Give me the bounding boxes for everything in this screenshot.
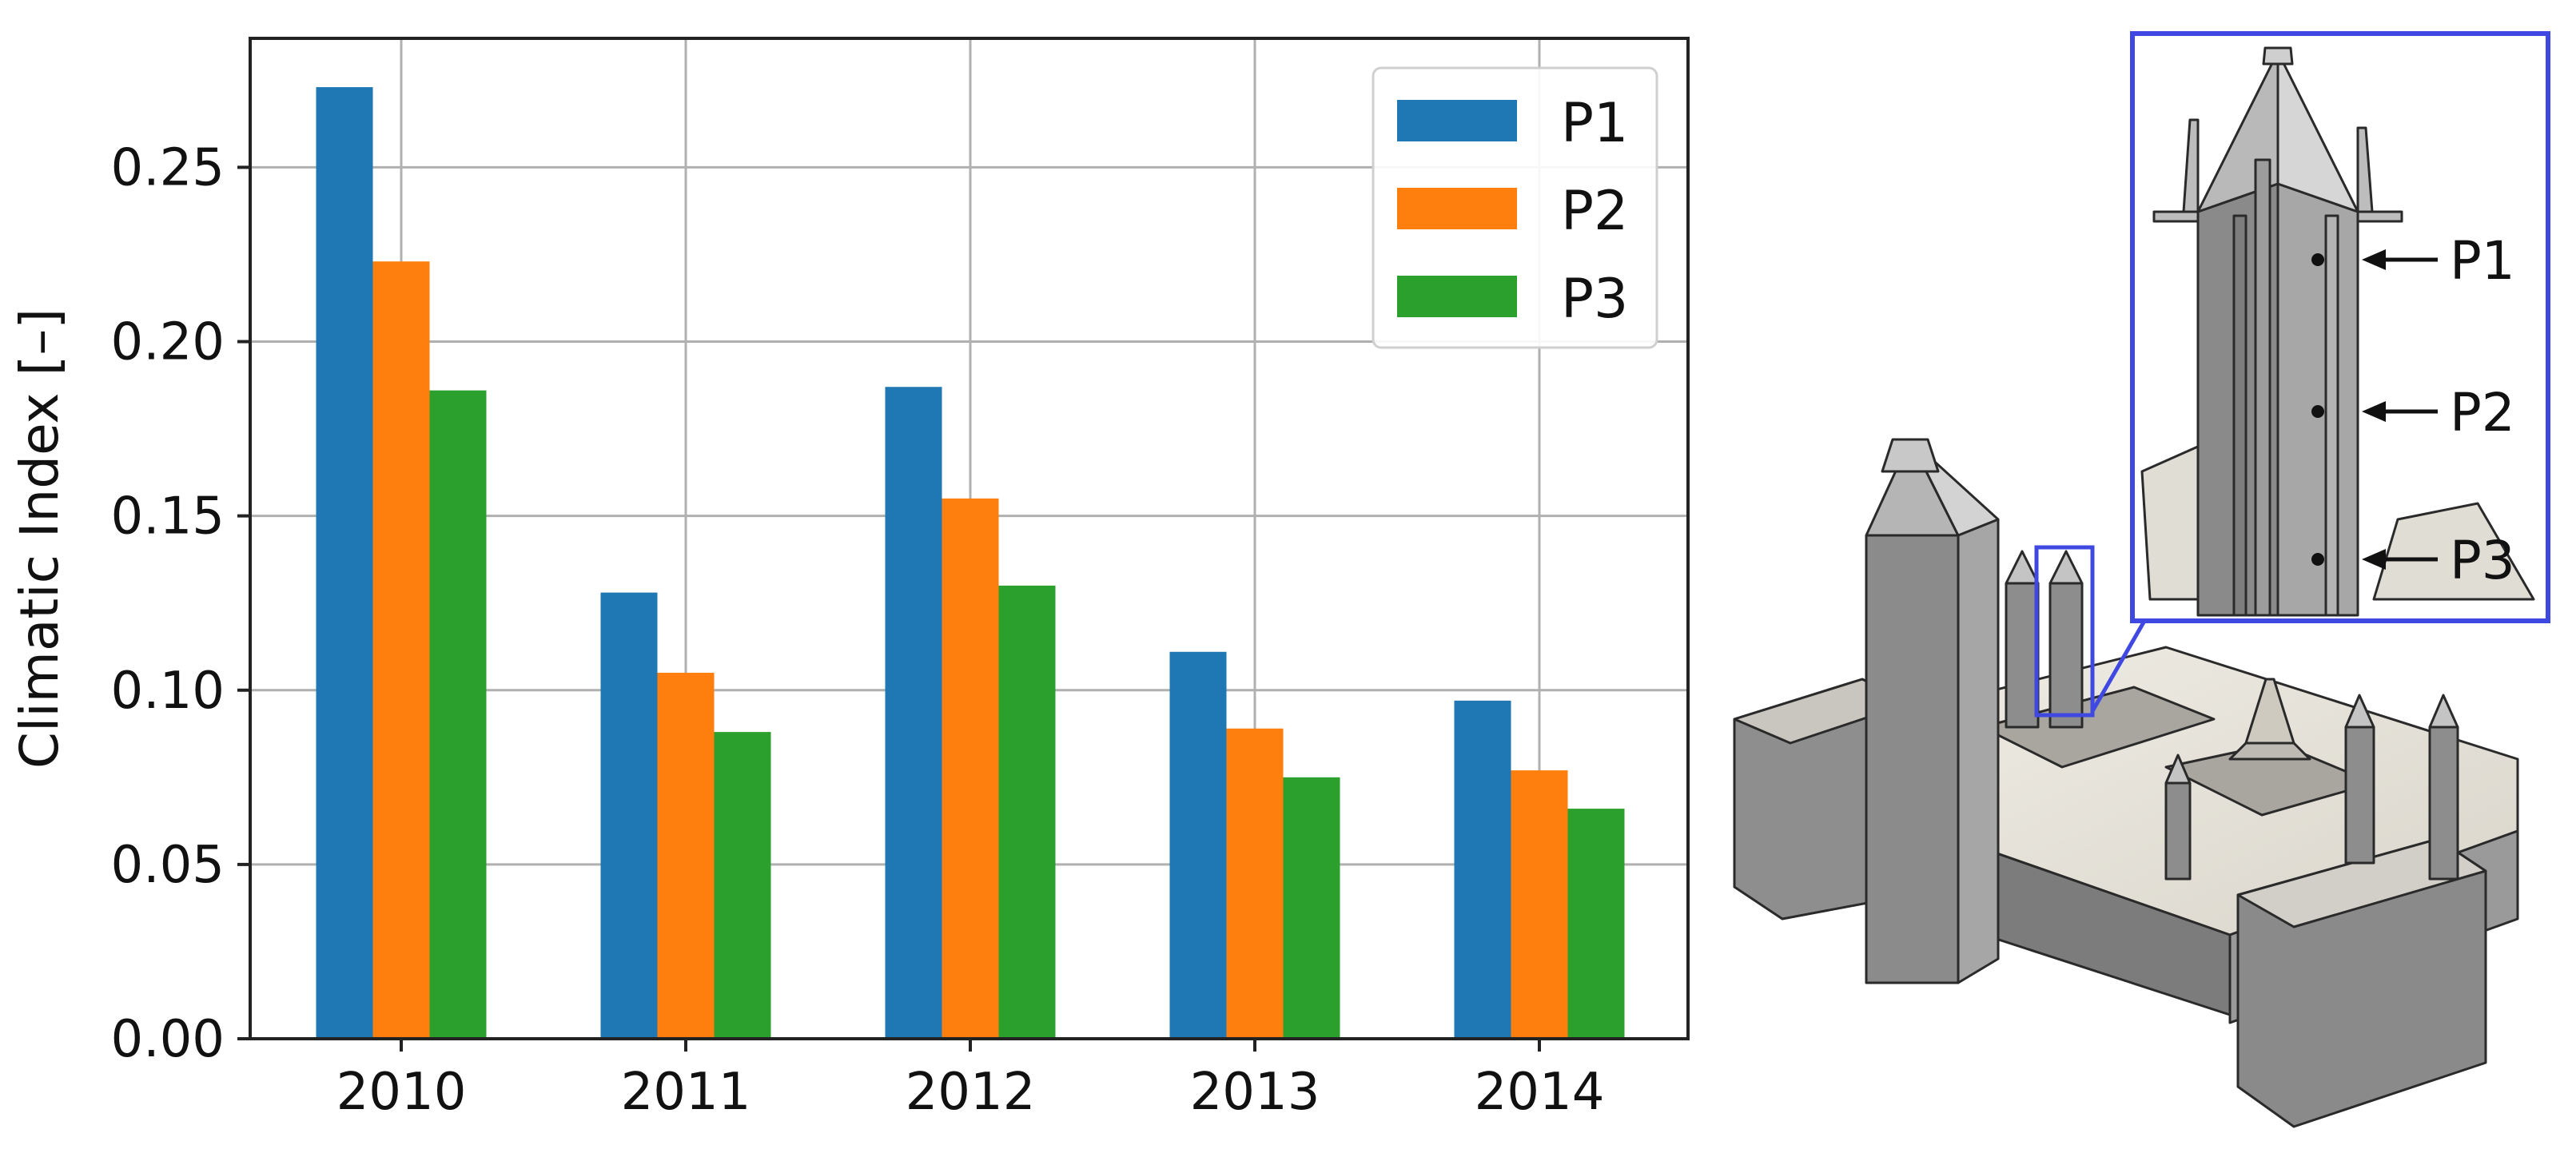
x-tick-label: 2011 <box>621 1063 751 1122</box>
bar-p2-2011 <box>657 672 715 1039</box>
probe-arrow-head <box>2362 549 2386 570</box>
x-tick-label: 2012 <box>906 1063 1036 1122</box>
bar-p2-2014 <box>1511 770 1568 1039</box>
bar-chart: 0.000.050.100.150.200.25 2010 2011 2012 201… <box>9 37 1690 1122</box>
bars <box>316 87 1625 1040</box>
y-tick-label: 0.20 <box>111 313 225 372</box>
legend-swatch <box>1397 276 1517 317</box>
inset-point-labels: P1 P2 P3 <box>2311 230 2515 591</box>
highlight-box <box>2034 545 2095 718</box>
bar-p1-2012 <box>885 387 942 1039</box>
legend-label: P1 <box>1561 92 1628 155</box>
y-axis-ticks: 0.00 0.05 0.10 0.15 0.20 0.25 <box>111 138 250 1069</box>
bar-p3-2011 <box>714 732 771 1039</box>
x-tick-label: 2014 <box>1475 1063 1605 1122</box>
x-axis-ticks: 2010 2011 2012 2013 2014 <box>336 1039 1605 1122</box>
connector-line <box>2090 610 2152 713</box>
legend-label: P3 <box>1561 268 1628 331</box>
probe-label: P3 <box>2450 530 2515 591</box>
bar-p1-2013 <box>1169 651 1227 1039</box>
bar-p3-2010 <box>429 390 487 1039</box>
legend-swatch <box>1397 100 1517 141</box>
bar-p2-2013 <box>1226 728 1284 1039</box>
bar-p1-2011 <box>600 592 658 1039</box>
bar-p3-2012 <box>998 585 1056 1039</box>
probe-label: P2 <box>2450 382 2515 443</box>
y-tick-label: 0.05 <box>111 836 225 895</box>
y-tick-label: 0.25 <box>111 138 225 197</box>
probe-point-p1 <box>2311 253 2324 266</box>
legend-label: P2 <box>1561 180 1628 243</box>
bar-p1-2010 <box>316 87 373 1040</box>
probe-label: P1 <box>2450 230 2515 292</box>
cathedral-model <box>1733 438 2519 1128</box>
y-axis-label: Climatic Index [–] <box>9 308 70 769</box>
probe-arrow-head <box>2362 249 2386 270</box>
y-tick-label: 0.00 <box>111 1010 225 1069</box>
bar-p3-2014 <box>1567 809 1625 1039</box>
bar-p2-2010 <box>372 261 430 1039</box>
x-tick-label: 2010 <box>336 1063 467 1122</box>
bar-p3-2013 <box>1283 777 1340 1039</box>
legend-swatch <box>1397 188 1517 229</box>
bar-p2-2012 <box>942 498 999 1039</box>
probe-point-p2 <box>2311 405 2324 418</box>
probe-arrow-head <box>2362 401 2386 422</box>
y-tick-label: 0.10 <box>111 662 225 721</box>
y-tick-label: 0.15 <box>111 487 225 547</box>
probe-point-p3 <box>2311 553 2324 566</box>
legend: P1 P2 P3 <box>1372 66 1658 349</box>
inset-tower <box>2140 46 2535 617</box>
bar-p1-2014 <box>1454 700 1511 1039</box>
building-render: P1 P2 P3 <box>1733 31 2550 1128</box>
x-tick-label: 2013 <box>1190 1063 1320 1122</box>
